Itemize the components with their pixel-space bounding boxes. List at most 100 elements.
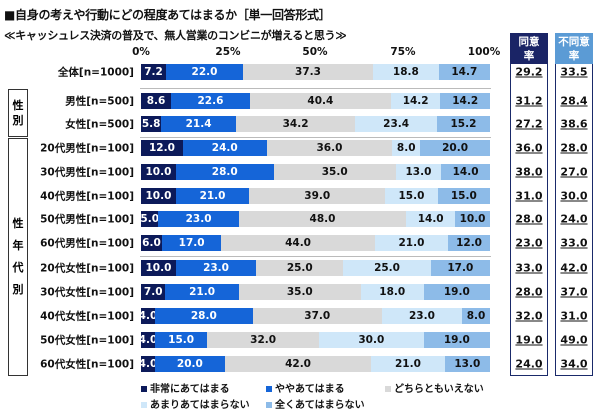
bar-segment: 18.0 xyxy=(360,284,424,300)
agree-rate-value: 19.0 xyxy=(515,333,543,347)
bar-segment: 25.0 xyxy=(343,260,431,276)
row-label: 40代女性[n=100] xyxy=(40,310,134,323)
bar-segment: 36.0 xyxy=(266,140,393,156)
row-label: 女性[n=500] xyxy=(65,118,134,131)
bar-segment: 4.0 xyxy=(138,356,158,372)
bar-segment: 15.0 xyxy=(437,188,490,204)
disagree-rate-header-label: 不同意率 xyxy=(558,36,590,62)
row-label: 60代男性[n=100] xyxy=(40,237,134,250)
legend-item: あまりあてはまらない xyxy=(141,396,250,411)
row-separator xyxy=(140,256,491,257)
disagree-rate-value: 33.5 xyxy=(560,65,588,79)
disagree-rate-value: 37.0 xyxy=(560,285,588,299)
bar-segment: 4.0 xyxy=(138,332,158,348)
bar-segment: 44.0 xyxy=(221,235,375,251)
bar-segment: 22.0 xyxy=(166,64,243,80)
bar-segment: 8.0 xyxy=(462,308,490,324)
agree-rate-column xyxy=(510,64,548,376)
bar-segment: 48.0 xyxy=(238,211,407,227)
bar-segment: 12.0 xyxy=(141,140,183,156)
bar-segment: 8.6 xyxy=(141,93,171,109)
bar-segment: 19.0 xyxy=(423,284,490,300)
x-tick: 0% xyxy=(132,46,150,58)
group-label-gender-age-text: 性年代別 xyxy=(12,217,24,296)
disagree-rate-value: 42.0 xyxy=(560,261,588,275)
bar-segment: 25.0 xyxy=(256,260,344,276)
bar-segment: 14.2 xyxy=(390,93,441,109)
group-label-gender-age: 性年代別 xyxy=(8,138,28,376)
bar-segment: 28.0 xyxy=(175,164,274,180)
agree-rate-value: 31.0 xyxy=(515,189,543,203)
bar-segment: 35.0 xyxy=(273,164,396,180)
bar-segment: 14.2 xyxy=(440,93,490,109)
bar-segment: 42.0 xyxy=(224,356,372,372)
bar-segment: 21.0 xyxy=(165,284,239,300)
agree-rate-header: 同意率 xyxy=(510,33,548,64)
row-separator xyxy=(140,88,491,89)
bar-segment: 20.0 xyxy=(420,140,490,156)
agree-rate-value: 31.2 xyxy=(515,94,543,108)
bar-segment: 12.0 xyxy=(448,235,490,251)
disagree-rate-value: 33.0 xyxy=(560,236,588,250)
legend-item: 非常にあてはまる xyxy=(141,380,230,395)
agree-rate-value: 33.0 xyxy=(515,261,543,275)
disagree-rate-value: 31.0 xyxy=(560,309,588,323)
agree-rate-value: 24.0 xyxy=(515,357,543,371)
bar-segment: 35.0 xyxy=(238,284,361,300)
bar-segment: 10.0 xyxy=(141,188,176,204)
legend-item: 全くあてはまらない xyxy=(266,396,365,411)
agree-rate-value: 23.0 xyxy=(515,236,543,250)
bar-segment: 10.0 xyxy=(141,164,176,180)
bar-segment: 10.0 xyxy=(455,211,490,227)
bar-segment: 7.0 xyxy=(141,284,166,300)
agree-rate-value: 38.0 xyxy=(515,165,543,179)
agree-rate-value: 29.2 xyxy=(515,65,543,79)
bar-segment: 39.0 xyxy=(249,188,386,204)
bar-segment: 21.0 xyxy=(371,356,445,372)
agree-rate-header-label: 同意率 xyxy=(518,36,540,62)
bar-segment: 13.0 xyxy=(444,356,490,372)
x-tick: 50% xyxy=(302,46,328,58)
bar-segment: 8.0 xyxy=(392,140,421,156)
agree-rate-value: 36.0 xyxy=(515,141,543,155)
chart-subtitle: ≪キャッシュレス決済の普及で、無人営業のコンビニが増えると思う≫ xyxy=(4,29,347,42)
bar-segment: 7.2 xyxy=(141,64,167,80)
bar-segment: 5.0 xyxy=(140,211,160,227)
bar-segment: 4.0 xyxy=(138,308,158,324)
disagree-rate-value: 24.0 xyxy=(560,212,588,226)
chart-title: ■自身の考えや行動にどの程度あてはまるか［単一回答形式］ xyxy=(4,8,331,22)
bar-segment: 14.0 xyxy=(406,211,456,227)
row-label: 20代男性[n=100] xyxy=(40,142,134,155)
disagree-rate-value: 27.0 xyxy=(560,165,588,179)
disagree-rate-column xyxy=(555,64,593,376)
legend-swatch xyxy=(266,386,272,392)
bar-segment: 14.7 xyxy=(438,64,490,80)
legend-label: どちらともいえない xyxy=(394,384,484,395)
legend-label: 非常にあてはまる xyxy=(150,384,230,395)
row-label: 50代女性[n=100] xyxy=(40,334,134,347)
disagree-rate-value: 34.0 xyxy=(560,357,588,371)
row-separator xyxy=(140,137,491,138)
bar-segment: 21.0 xyxy=(374,235,449,251)
bar-segment: 15.0 xyxy=(385,188,438,204)
legend-swatch xyxy=(141,386,147,392)
row-label: 50代男性[n=100] xyxy=(40,213,134,226)
bar-segment: 13.0 xyxy=(395,164,442,180)
bar-segment: 15.0 xyxy=(154,332,208,348)
bar-segment: 19.0 xyxy=(423,332,490,348)
disagree-rate-value: 28.4 xyxy=(560,94,588,108)
bar-segment: 14.0 xyxy=(441,164,490,180)
bar-segment: 30.0 xyxy=(318,332,424,348)
group-label-gender-text: 性別 xyxy=(12,99,24,127)
legend-swatch xyxy=(266,402,272,408)
legend-swatch xyxy=(141,402,147,408)
legend-item: ややあてはまる xyxy=(266,380,345,395)
legend-label: ややあてはまる xyxy=(275,384,345,395)
x-tick: 75% xyxy=(390,46,416,58)
bar-segment: 6.0 xyxy=(141,235,162,251)
legend-item: どちらともいえない xyxy=(385,380,484,395)
agree-rate-value: 27.2 xyxy=(515,117,543,131)
bar-segment: 18.8 xyxy=(373,64,439,80)
bar-segment: 10.0 xyxy=(141,260,176,276)
